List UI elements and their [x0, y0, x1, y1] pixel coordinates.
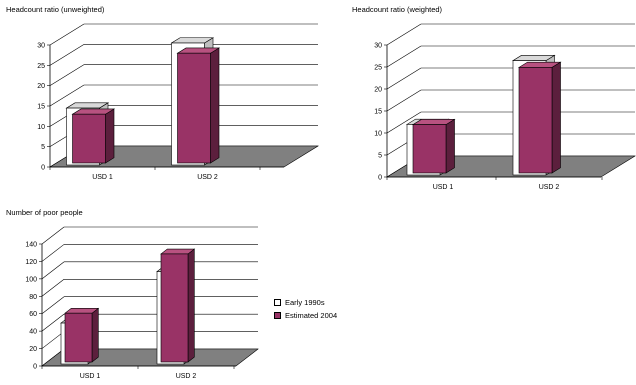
- y-tick-label: 20: [29, 346, 37, 353]
- legend-swatch-early-1990s: [274, 299, 281, 306]
- bar-usd-1-series-2: [71, 108, 116, 164]
- legend-item-early-1990s: Early 1990s: [274, 296, 384, 309]
- gridline-diagonal: [49, 23, 85, 46]
- gridline-diagonal: [386, 45, 422, 68]
- chart-title-poor-people: Number of poor people: [6, 208, 83, 217]
- y-tick-label: 15: [37, 104, 45, 111]
- x-tick-label: USD 1: [80, 373, 101, 380]
- legend-label-early-1990s: Early 1990s: [285, 298, 325, 307]
- gridline-diagonal: [41, 244, 65, 262]
- y-tick-label: 0: [41, 165, 45, 172]
- gridline-diagonal: [41, 313, 65, 332]
- chart-title-weighted: Headcount ratio (weighted): [352, 5, 443, 14]
- gridline-diagonal: [386, 111, 422, 134]
- y-tick-label: 25: [374, 65, 382, 72]
- bar-usd-2-series-2: [517, 61, 562, 174]
- bar-top: [160, 248, 196, 255]
- x-tick-label: USD 1: [92, 174, 113, 181]
- y-tick-label: 30: [374, 43, 382, 50]
- y-tick-label: 20: [374, 87, 382, 94]
- y-tick-label: 25: [37, 63, 45, 70]
- gridline-diagonal: [41, 331, 65, 349]
- gridline-diagonal: [49, 84, 85, 107]
- chart-title-unweighted: Headcount ratio (unweighted): [6, 5, 105, 14]
- y-tick-label: 40: [29, 329, 37, 336]
- y-tick-label: 0: [33, 364, 37, 371]
- y-tick-label: 15: [374, 109, 382, 116]
- x-tick-label: USD 2: [197, 174, 218, 181]
- y-tick-label: 60: [29, 311, 37, 318]
- legend-swatch-estimated-2004: [274, 312, 281, 319]
- y-tick-label: 20: [37, 83, 45, 90]
- y-tick-label: 100: [25, 276, 37, 283]
- bar-front: [177, 52, 211, 164]
- gridline-diagonal: [386, 89, 422, 112]
- legend-item-estimated-2004: Estimated 2004: [274, 309, 384, 322]
- bar-side: [445, 118, 455, 174]
- bar-usd-2-series-2: [160, 248, 196, 363]
- bar-side: [551, 61, 561, 174]
- y-tick-label: 5: [378, 153, 382, 160]
- gridline-diagonal: [386, 23, 422, 46]
- bar-usd-1-series-2: [64, 307, 100, 363]
- y-tick-label: 10: [374, 131, 382, 138]
- chart-poor-people: 0 20 40 60 80 100 120 140 USD 1 USD 2: [25, 226, 259, 380]
- x-tick-label: USD 1: [433, 184, 454, 191]
- gridline-diagonal: [49, 64, 85, 86]
- y-tick-label: 0: [378, 175, 382, 182]
- bar-top: [64, 308, 100, 314]
- y-tick-label: 5: [41, 144, 45, 151]
- x-tick-label: USD 2: [176, 373, 197, 380]
- bar-side: [91, 307, 99, 363]
- bar-usd-2-series-2: [176, 47, 221, 164]
- bar-side: [105, 108, 115, 164]
- y-tick-label: 10: [37, 124, 45, 131]
- gridline-diagonal: [41, 296, 65, 314]
- bar-front: [412, 124, 447, 174]
- legend-label-estimated-2004: Estimated 2004: [285, 311, 338, 320]
- x-tick-label: USD 2: [539, 184, 560, 191]
- y-tick-label: 120: [25, 259, 37, 266]
- y-tick-label: 30: [37, 43, 45, 50]
- chart-weighted: 0 5 10 15 20 25 30 USD 1 USD 2: [374, 23, 636, 191]
- bar-front: [72, 113, 106, 164]
- gridline-diagonal: [386, 67, 422, 90]
- bar-side: [187, 248, 195, 363]
- bar-usd-1-series-2: [411, 118, 456, 174]
- legend: Early 1990s Estimated 2004: [274, 296, 384, 322]
- bar-front: [160, 253, 189, 363]
- chart-unweighted: 0 5 10 15 20 25 30 USD 1 USD 2: [37, 23, 320, 181]
- bar-front: [64, 312, 93, 363]
- gridline-diagonal: [41, 226, 65, 245]
- gridline-diagonal: [41, 279, 65, 297]
- y-tick-label: 80: [29, 294, 37, 301]
- gridline-diagonal: [41, 261, 65, 280]
- bar-front: [518, 67, 553, 174]
- bar-side: [210, 47, 220, 164]
- y-tick-label: 140: [25, 242, 37, 249]
- gridline-diagonal: [49, 44, 85, 66]
